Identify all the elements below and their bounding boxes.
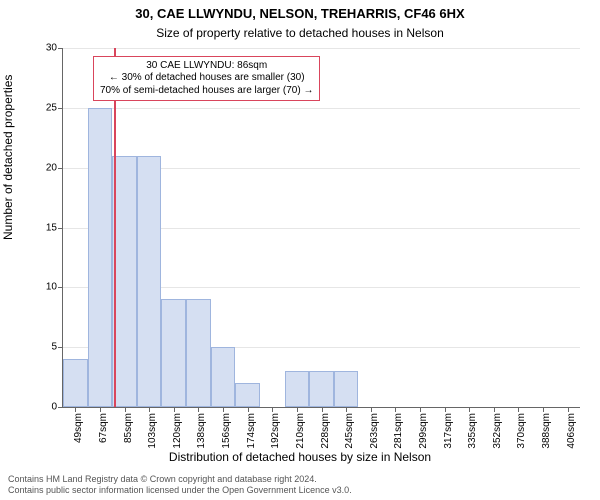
histogram-plot: 05101520253049sqm67sqm85sqm103sqm120sqm1… [62, 48, 580, 408]
x-tick-mark [346, 407, 347, 412]
footer-attribution: Contains HM Land Registry data © Crown c… [8, 474, 352, 497]
x-tick-mark [198, 407, 199, 412]
x-tick-label: 85sqm [123, 413, 134, 443]
annotation-line: 30 CAE LLWYNDU: 86sqm [100, 60, 313, 73]
x-tick-label: 245sqm [344, 413, 355, 449]
x-tick-mark [371, 407, 372, 412]
x-tick-label: 281sqm [393, 413, 404, 449]
x-tick-mark [322, 407, 323, 412]
x-tick-label: 67sqm [98, 413, 109, 443]
x-tick-mark [543, 407, 544, 412]
y-tick-mark [58, 48, 63, 49]
y-tick-label: 15 [46, 222, 57, 233]
x-tick-mark [125, 407, 126, 412]
x-tick-mark [395, 407, 396, 412]
histogram-bar [63, 359, 88, 407]
y-tick-label: 25 [46, 102, 57, 113]
y-tick-mark [58, 287, 63, 288]
property-marker-line [114, 48, 116, 407]
x-tick-mark [100, 407, 101, 412]
x-tick-mark [469, 407, 470, 412]
x-tick-mark [568, 407, 569, 412]
x-tick-label: 370sqm [516, 413, 527, 449]
x-tick-label: 192sqm [270, 413, 281, 449]
y-tick-mark [58, 168, 63, 169]
x-tick-label: 317sqm [443, 413, 454, 449]
histogram-bar [137, 156, 162, 407]
y-tick-mark [58, 407, 63, 408]
x-tick-label: 120sqm [172, 413, 183, 449]
x-tick-label: 210sqm [295, 413, 306, 449]
x-tick-mark [272, 407, 273, 412]
annotation-line: 70% of semi-detached houses are larger (… [100, 85, 313, 98]
gridline [63, 108, 580, 109]
x-tick-mark [445, 407, 446, 412]
chart-subtitle: Size of property relative to detached ho… [0, 26, 600, 40]
x-tick-mark [223, 407, 224, 412]
x-tick-mark [149, 407, 150, 412]
annotation-line: ← 30% of detached houses are smaller (30… [100, 72, 313, 85]
y-tick-label: 0 [51, 402, 57, 413]
x-tick-mark [494, 407, 495, 412]
x-tick-label: 138sqm [196, 413, 207, 449]
x-tick-label: 156sqm [221, 413, 232, 449]
x-tick-mark [174, 407, 175, 412]
x-tick-mark [420, 407, 421, 412]
histogram-bar [235, 383, 260, 407]
gridline [63, 48, 580, 49]
histogram-bar [285, 371, 310, 407]
y-tick-mark [58, 228, 63, 229]
histogram-bar [88, 108, 113, 407]
x-tick-label: 228sqm [320, 413, 331, 449]
x-tick-mark [518, 407, 519, 412]
x-tick-mark [297, 407, 298, 412]
x-tick-label: 352sqm [492, 413, 503, 449]
x-tick-mark [248, 407, 249, 412]
annotation-box: 30 CAE LLWYNDU: 86sqm← 30% of detached h… [93, 56, 320, 102]
y-tick-label: 30 [46, 43, 57, 54]
footer-line1: Contains HM Land Registry data © Crown c… [8, 474, 352, 485]
chart-title-address: 30, CAE LLWYNDU, NELSON, TREHARRIS, CF46… [0, 6, 600, 21]
histogram-bar [309, 371, 334, 407]
histogram-bar [211, 347, 236, 407]
x-tick-label: 388sqm [541, 413, 552, 449]
x-tick-label: 335sqm [467, 413, 478, 449]
x-tick-label: 406sqm [566, 413, 577, 449]
y-tick-mark [58, 108, 63, 109]
y-tick-label: 5 [51, 342, 57, 353]
x-tick-label: 299sqm [418, 413, 429, 449]
x-axis-label: Distribution of detached houses by size … [0, 450, 600, 464]
y-tick-label: 10 [46, 282, 57, 293]
x-tick-mark [75, 407, 76, 412]
x-tick-label: 263sqm [369, 413, 380, 449]
y-tick-label: 20 [46, 162, 57, 173]
y-axis-label: Number of detached properties [1, 75, 15, 240]
y-tick-mark [58, 347, 63, 348]
x-tick-label: 174sqm [246, 413, 257, 449]
histogram-bar [186, 299, 211, 407]
footer-line2: Contains public sector information licen… [8, 485, 352, 496]
histogram-bar [161, 299, 186, 407]
histogram-bar [112, 156, 137, 407]
x-tick-label: 49sqm [73, 413, 84, 443]
histogram-bar [334, 371, 359, 407]
x-tick-label: 103sqm [147, 413, 158, 449]
